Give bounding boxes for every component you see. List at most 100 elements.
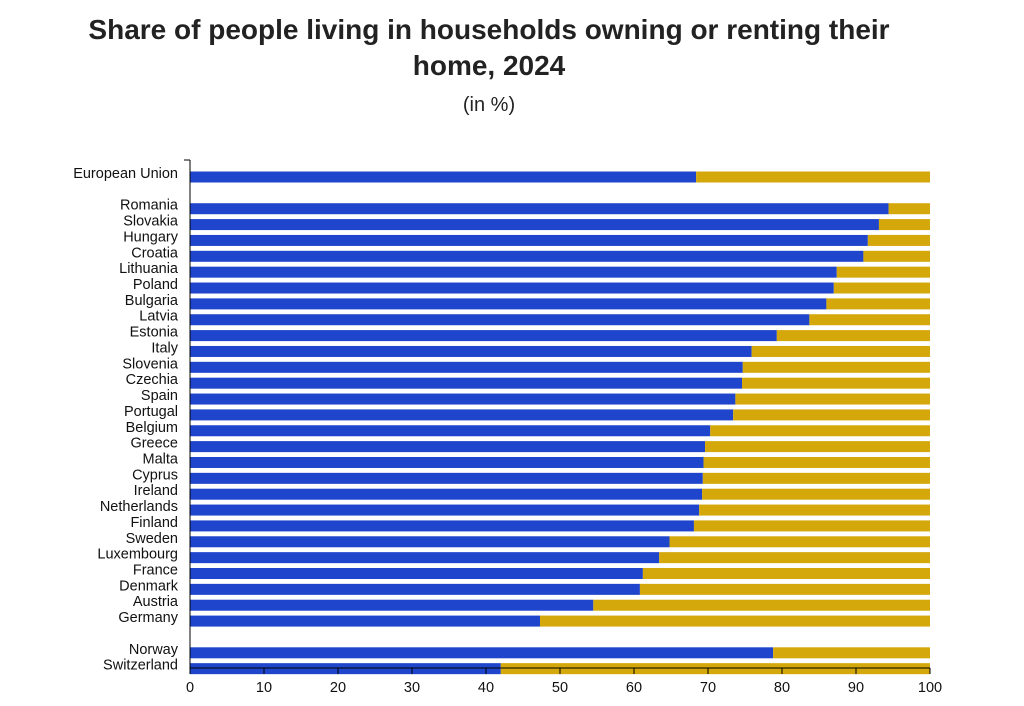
- x-tick-label-40: 40: [478, 680, 494, 696]
- bar-owner-austria: [190, 599, 594, 611]
- x-axis: 0 10 20 30 40 50 60 70 80 90 100: [184, 159, 942, 696]
- category-label-hungary: Hungary: [123, 229, 179, 245]
- bar-tenant-european-union: [696, 171, 930, 183]
- bar-owner-croatia: [190, 250, 864, 262]
- bar-tenant-romania: [888, 203, 930, 215]
- bar-tenant-slovenia: [742, 361, 930, 373]
- bar-owner-slovenia: [190, 361, 743, 373]
- bar-tenant-estonia: [776, 330, 930, 342]
- bar-tenant-switzerland: [500, 663, 930, 675]
- category-labels: European Union RomaniaSlovakiaHungaryCroa…: [73, 166, 179, 674]
- category-label-poland: Poland: [133, 277, 178, 293]
- bar-owner-ireland: [190, 488, 703, 500]
- bar-owner-norway: [190, 647, 774, 659]
- bar-tenant-netherlands: [699, 504, 930, 516]
- bar-owner-slovakia: [190, 219, 879, 231]
- category-label-slovakia: Slovakia: [123, 214, 179, 230]
- bar-tenant-slovakia: [878, 219, 930, 231]
- category-label-germany: Germany: [118, 610, 178, 626]
- category-label-ireland: Ireland: [134, 483, 178, 499]
- category-label-bulgaria: Bulgaria: [125, 293, 179, 309]
- bar-owner-estonia: [190, 330, 777, 342]
- bar-tenant-norway: [773, 647, 930, 659]
- bar-owner-lithuania: [190, 266, 837, 278]
- x-tick-label-30: 30: [404, 680, 420, 696]
- x-tick-label-60: 60: [626, 680, 642, 696]
- category-label-cyprus: Cyprus: [132, 467, 178, 483]
- bar-tenant-denmark: [639, 583, 930, 595]
- x-tick-label-0: 0: [186, 680, 194, 696]
- bar-owner-portugal: [190, 409, 734, 421]
- bar-owner-italy: [190, 345, 752, 357]
- category-label-greece: Greece: [130, 436, 178, 452]
- bar-tenant-malta: [703, 456, 930, 468]
- category-label-belgium: Belgium: [126, 420, 178, 436]
- x-tick-label-90: 90: [848, 680, 864, 696]
- x-tick-label-20: 20: [330, 680, 346, 696]
- category-label-croatia: Croatia: [131, 245, 179, 261]
- x-tick-label-70: 70: [700, 680, 716, 696]
- bar-tenant-lithuania: [836, 266, 930, 278]
- bar-owner-sweden: [190, 536, 670, 548]
- bar-tenant-hungary: [867, 234, 930, 246]
- bar-owner-czechia: [190, 377, 743, 389]
- category-label-finland: Finland: [130, 515, 178, 531]
- bar-owner-bulgaria: [190, 298, 827, 310]
- category-label-romania: Romania: [120, 198, 179, 214]
- bar-tenant-luxembourg: [659, 552, 930, 564]
- bar-owner-germany: [190, 615, 541, 627]
- x-tick-label-10: 10: [256, 680, 272, 696]
- category-label-portugal: Portugal: [124, 404, 178, 420]
- x-tick-label-80: 80: [774, 680, 790, 696]
- bar-tenant-france: [642, 568, 930, 579]
- bar-tenant-ireland: [702, 488, 930, 500]
- category-label-european-union: European Union: [73, 166, 178, 182]
- bar-owner-malta: [190, 456, 704, 468]
- bar-owner-cyprus: [190, 472, 703, 484]
- chart-subtitle: (in %): [462, 94, 516, 116]
- bar-owner-finland: [190, 520, 694, 532]
- category-label-czechia: Czechia: [126, 372, 179, 388]
- bar-tenant-bulgaria: [826, 298, 930, 310]
- bar-tenant-portugal: [733, 409, 930, 421]
- chart-title: Share of people living in households own…: [0, 12, 978, 84]
- bar-tenant-cyprus: [702, 472, 930, 484]
- bar-tenant-belgium: [710, 425, 930, 437]
- category-label-luxembourg: Luxembourg: [97, 547, 178, 563]
- category-label-denmark: Denmark: [119, 578, 179, 594]
- bar-tenant-finland: [693, 520, 930, 532]
- category-label-france: France: [133, 563, 178, 579]
- category-label-switzerland: Switzerland: [103, 658, 178, 674]
- category-label-austria: Austria: [133, 594, 179, 610]
- bar-owner-greece: [190, 441, 706, 453]
- bar-owner-luxembourg: [190, 552, 660, 564]
- category-label-slovenia: Slovenia: [122, 356, 179, 372]
- bar-owner-belgium: [190, 425, 711, 437]
- chart-title-line-2: home, 2024: [412, 50, 566, 81]
- category-label-norway: Norway: [129, 642, 179, 658]
- bar-owner-romania: [190, 203, 889, 215]
- bar-tenant-poland: [833, 282, 930, 294]
- category-label-italy: Italy: [151, 340, 178, 356]
- category-label-lithuania: Lithuania: [119, 261, 179, 277]
- bar-owner-latvia: [190, 314, 810, 326]
- bar-tenant-germany: [540, 615, 930, 627]
- chart-title-line-1: Share of people living in households own…: [88, 14, 890, 45]
- bar-owner-poland: [190, 282, 834, 294]
- category-label-netherlands: Netherlands: [100, 499, 178, 515]
- category-label-malta: Malta: [143, 451, 179, 467]
- bar-tenant-czechia: [742, 377, 930, 389]
- category-label-latvia: Latvia: [139, 309, 179, 325]
- category-label-estonia: Estonia: [130, 325, 179, 341]
- bar-owner-spain: [190, 393, 736, 405]
- bar-owner-european-union: [190, 171, 697, 183]
- bar-owner-france: [190, 568, 643, 579]
- bar-owner-netherlands: [190, 504, 700, 516]
- bar-owner-denmark: [190, 583, 640, 595]
- category-label-sweden: Sweden: [126, 531, 178, 547]
- category-label-spain: Spain: [141, 388, 178, 404]
- bar-tenant-spain: [735, 393, 930, 405]
- x-tick-label-50: 50: [552, 680, 568, 696]
- bar-tenant-austria: [593, 599, 930, 611]
